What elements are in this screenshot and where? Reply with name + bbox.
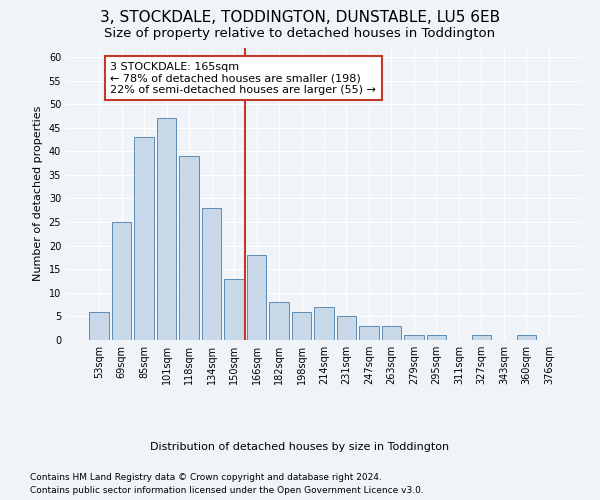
Bar [179,156,199,340]
Text: Contains HM Land Registry data © Crown copyright and database right 2024.: Contains HM Land Registry data © Crown c… [30,472,382,482]
Bar [134,137,154,340]
Bar [89,312,109,340]
Bar [472,336,491,340]
Bar [359,326,379,340]
Bar [314,307,334,340]
Text: 3, STOCKDALE, TODDINGTON, DUNSTABLE, LU5 6EB: 3, STOCKDALE, TODDINGTON, DUNSTABLE, LU5… [100,10,500,25]
Bar [157,118,176,340]
Bar [247,255,266,340]
Bar [224,278,244,340]
Bar [202,208,221,340]
Bar [404,336,424,340]
Bar [337,316,356,340]
Bar [112,222,131,340]
Text: Size of property relative to detached houses in Toddington: Size of property relative to detached ho… [104,28,496,40]
Bar [517,336,536,340]
Text: 3 STOCKDALE: 165sqm
← 78% of detached houses are smaller (198)
22% of semi-detac: 3 STOCKDALE: 165sqm ← 78% of detached ho… [110,62,376,95]
Bar [292,312,311,340]
Y-axis label: Number of detached properties: Number of detached properties [33,106,43,282]
Bar [382,326,401,340]
Bar [427,336,446,340]
Text: Contains public sector information licensed under the Open Government Licence v3: Contains public sector information licen… [30,486,424,495]
Text: Distribution of detached houses by size in Toddington: Distribution of detached houses by size … [151,442,449,452]
Bar [269,302,289,340]
